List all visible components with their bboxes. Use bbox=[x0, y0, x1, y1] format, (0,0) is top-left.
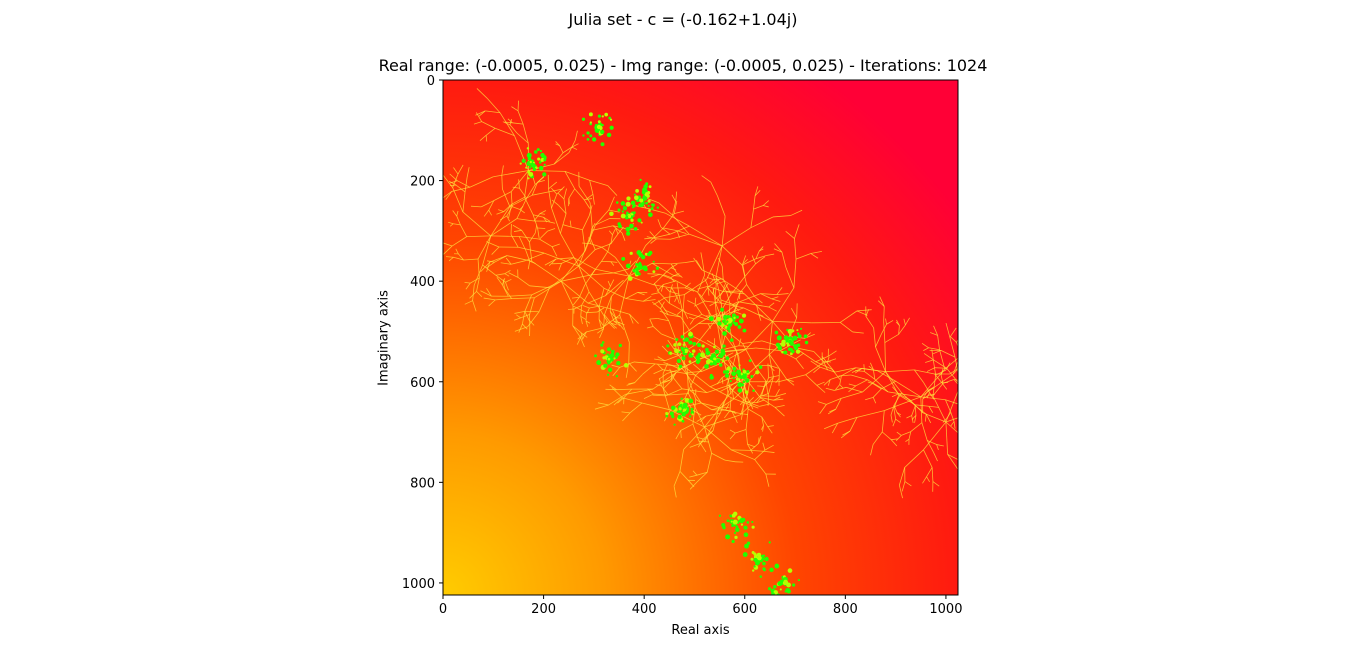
x-tick-label: 0 bbox=[439, 602, 447, 617]
y-tick-label: 200 bbox=[410, 175, 435, 190]
x-tick-label: 200 bbox=[531, 602, 556, 617]
x-tick-label: 400 bbox=[632, 602, 657, 617]
x-axis-label: Real axis bbox=[671, 623, 730, 638]
y-tick-label: 400 bbox=[410, 275, 435, 290]
y-tick-label: 1000 bbox=[402, 577, 435, 592]
y-axis-label: Imaginary axis bbox=[376, 290, 392, 386]
figure-title: Julia set - c = (-0.162+1.04j) bbox=[568, 10, 798, 29]
axes-title: Real range: (-0.0005, 0.025) - Img range… bbox=[378, 56, 988, 75]
axes-frame bbox=[442, 79, 959, 596]
y-tick-label: 600 bbox=[410, 376, 435, 391]
y-tick-label: 0 bbox=[427, 74, 435, 89]
y-tick-label: 800 bbox=[410, 476, 435, 491]
x-tick-label: 800 bbox=[833, 602, 858, 617]
fractal-filaments bbox=[443, 88, 958, 499]
x-tick-label: 1000 bbox=[929, 602, 962, 617]
fractal-clusters bbox=[519, 112, 809, 595]
heatmap-image bbox=[443, 80, 958, 595]
x-tick-label: 600 bbox=[732, 602, 757, 617]
